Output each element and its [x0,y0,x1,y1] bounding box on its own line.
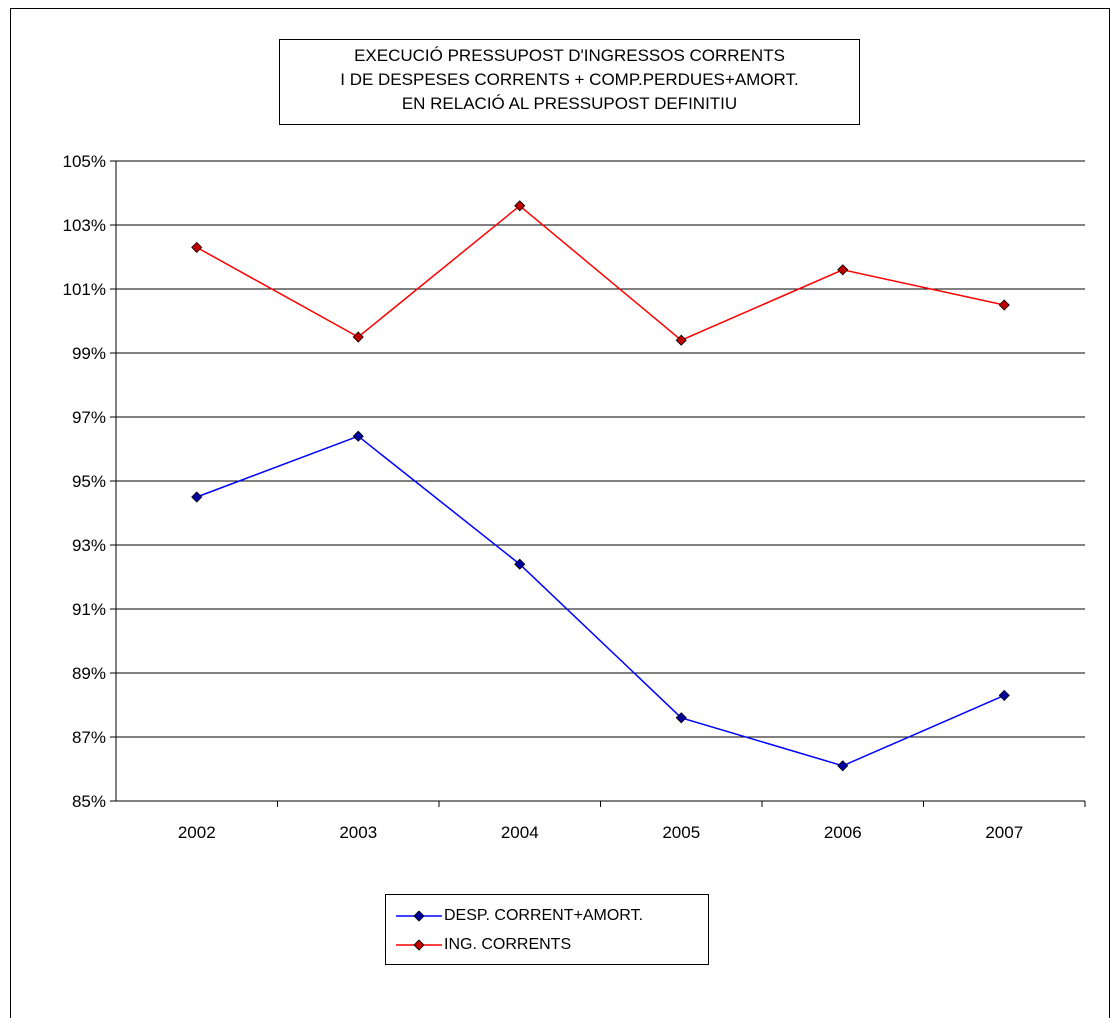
x-tick-label: 2004 [501,823,539,842]
x-tick-label: 2006 [824,823,862,842]
data-point [514,200,526,212]
y-tick-label: 93% [72,536,106,555]
y-tick-label: 101% [63,280,106,299]
data-point [352,331,364,343]
data-point [998,689,1010,701]
x-tick-label: 2005 [662,823,700,842]
x-tick-label: 2007 [985,823,1023,842]
chart-frame [10,8,1110,1018]
chart-title-line-3: EN RELACIÓ AL PRESSUPOST DEFINITIU [401,94,738,113]
chart-legend: DESP. CORRENT+AMORT. ING. CORRENTS [385,894,709,965]
x-tick-label: 2003 [339,823,377,842]
y-tick-label: 97% [72,408,106,427]
data-point [837,760,849,772]
data-point [352,430,364,442]
series-line [196,435,1005,767]
y-tick-label: 91% [72,600,106,619]
y-tick-label: 99% [72,344,106,363]
gridlines [116,160,1085,738]
x-tick-label: 2002 [178,823,216,842]
y-tick-label: 85% [72,792,106,811]
series-line [196,204,1005,342]
series-1 [191,200,1010,346]
y-tick-label: 103% [63,216,106,235]
data-point [191,241,203,253]
data-point [675,712,687,724]
data-point [514,558,526,570]
legend-item-desp: DESP. CORRENT+AMORT. [396,906,643,926]
series-lines [191,200,1010,772]
legend-swatch-ing [396,939,442,951]
chart-title: EXECUCIÓ PRESSUPOST D'INGRESSOS CORRENTS… [279,39,860,125]
y-tick-label: 105% [63,152,106,171]
legend-label-desp: DESP. CORRENT+AMORT. [444,907,644,924]
data-point [837,264,849,276]
data-point [675,334,687,346]
data-point [998,299,1010,311]
chart-title-line-1: EXECUCIÓ PRESSUPOST D'INGRESSOS CORRENTS [354,46,785,65]
y-tick-label: 87% [72,728,106,747]
legend-swatch-desp [396,910,442,922]
series-0 [191,430,1010,772]
y-tick-label: 95% [72,472,106,491]
axes: 85% 87% 89% 91% 93% 95% 97% 99% 101% 103% 105% 2002… [63,152,1086,842]
legend-item-ing: ING. CORRENTS [396,935,571,955]
data-point [191,491,203,503]
chart-title-line-2: I DE DESPESES CORRENTS + COMP.PERDUES+AM… [340,70,799,89]
y-tick-label: 89% [72,664,106,683]
legend-label-ing: ING. CORRENTS [444,936,572,953]
